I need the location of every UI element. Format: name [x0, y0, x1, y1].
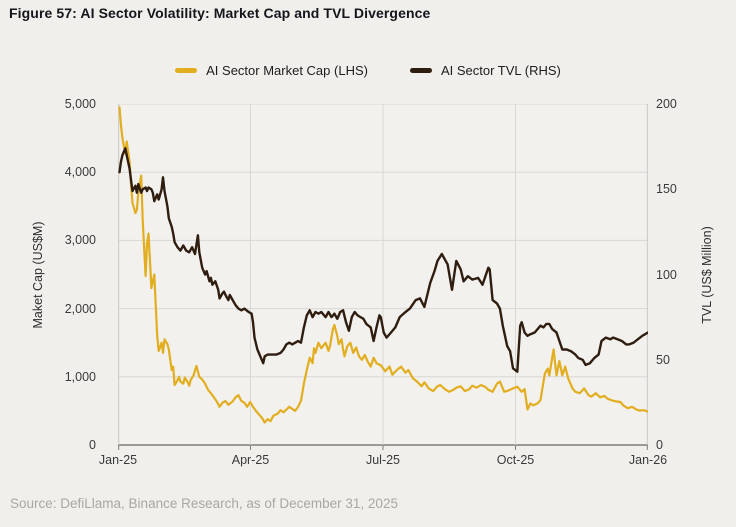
y-left-tick-label: 0	[89, 438, 96, 452]
y-right-tick-label: 50	[656, 352, 670, 367]
y-left-tick-label: 3,000	[64, 233, 96, 248]
y-left-tick-label: 1,000	[64, 369, 96, 384]
legend-label-market-cap: AI Sector Market Cap (LHS)	[206, 63, 368, 78]
market-cap-line-swatch-icon	[175, 68, 198, 73]
y-left-tick-label: 2,000	[64, 301, 96, 316]
y-left-tick-label: 5,000	[64, 97, 96, 111]
y-right-tick-label: 150	[656, 182, 677, 197]
right-axis-title: TVL (US$ Million)	[700, 226, 714, 324]
source-note: Source: DefiLlama, Binance Research, as …	[10, 496, 398, 511]
y-right-tick-label: 100	[656, 267, 677, 282]
y-right-tick-label: 200	[656, 97, 677, 111]
chart-plot-area	[118, 104, 648, 450]
x-axis-tick-label: Jul-25	[365, 453, 401, 467]
x-axis-tick-label: Oct-25	[496, 453, 535, 467]
x-axis-tick-label: Apr-25	[231, 453, 270, 467]
legend-item-tvl: AI Sector TVL (RHS)	[409, 63, 561, 78]
chart-legend: AI Sector Market Cap (LHS) AI Sector TVL…	[0, 63, 736, 78]
tvl-line	[118, 147, 648, 373]
y-right-tick-label: 0	[656, 438, 663, 452]
legend-label-tvl: AI Sector TVL (RHS)	[440, 63, 561, 78]
tvl-line-swatch-icon	[409, 68, 432, 73]
legend-item-market-cap: AI Sector Market Cap (LHS)	[175, 63, 368, 78]
y-left-tick-label: 4,000	[64, 165, 96, 180]
market-cap-line	[118, 106, 648, 424]
x-axis-tick-label: Jan-26	[628, 453, 668, 467]
figure-title: Figure 57: AI Sector Volatility: Market …	[9, 5, 431, 21]
x-axis-tick-label: Jan-25	[98, 453, 138, 467]
